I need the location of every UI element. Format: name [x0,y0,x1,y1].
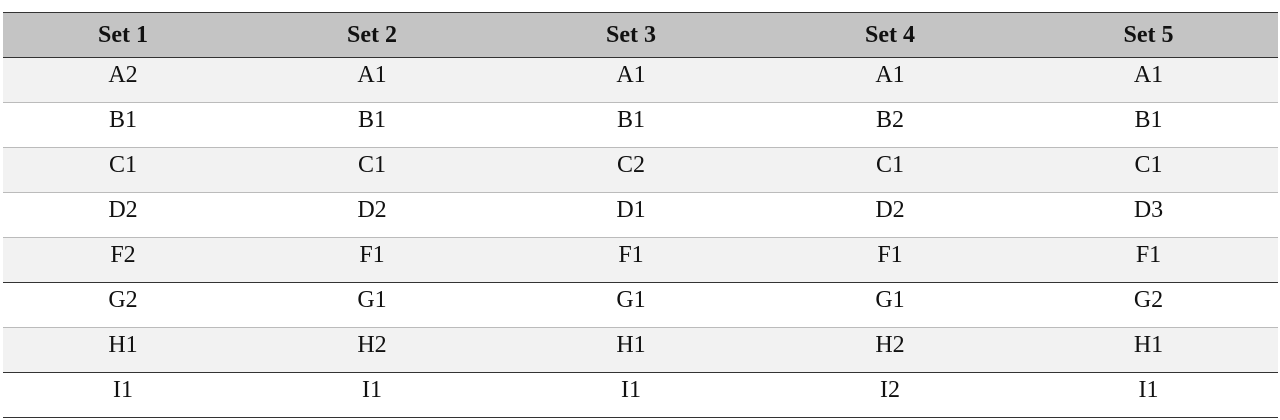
table-row: H1 H2 H1 H2 H1 [3,327,1278,373]
table-cell: C1 [761,147,1019,193]
header-cell: Set 4 [761,12,1019,58]
table-cell: F1 [501,237,761,283]
table-row: A2 A1 A1 A1 A1 [3,57,1278,103]
table-cell: H2 [243,327,501,373]
table-cell: B1 [501,102,761,148]
table-row: B1 B1 B1 B2 B1 [3,102,1278,148]
table-cell: D3 [1019,192,1278,238]
table-cell: G1 [761,282,1019,328]
table-row: G2 G1 G1 G1 G2 [3,282,1278,328]
table-cell: F2 [3,237,243,283]
table-cell: A1 [1019,57,1278,103]
data-table: Set 1 Set 2 Set 3 Set 4 Set 5 A2 A1 A1 A1 A1 B1 B1… [3,12,1278,418]
header-cell: Set 3 [501,12,761,58]
table-cell: D2 [243,192,501,238]
table-cell: C1 [3,147,243,193]
table-cell: H1 [501,327,761,373]
table-cell: H1 [1019,327,1278,373]
table-cell: G2 [3,282,243,328]
table-cell: C1 [1019,147,1278,193]
table-cell: B1 [3,102,243,148]
table-cell: C1 [243,147,501,193]
table-cell: F1 [761,237,1019,283]
table-cell: A2 [3,57,243,103]
table-cell: B1 [243,102,501,148]
table-cell: H2 [761,327,1019,373]
table-cell: B2 [761,102,1019,148]
table-cell: D2 [761,192,1019,238]
table-cell: H1 [3,327,243,373]
table-cell: A1 [501,57,761,103]
table-cell: I2 [761,372,1019,418]
table-cell: F1 [1019,237,1278,283]
table-cell: C2 [501,147,761,193]
table-cell: G2 [1019,282,1278,328]
table-cell: I1 [1019,372,1278,418]
header-cell: Set 1 [3,12,243,58]
table-cell: I1 [243,372,501,418]
table-cell: B1 [1019,102,1278,148]
table-cell: I1 [3,372,243,418]
table-cell: A1 [761,57,1019,103]
table-row: F2 F1 F1 F1 F1 [3,237,1278,283]
table-row: I1 I1 I1 I2 I1 [3,372,1278,418]
table-row: D2 D2 D1 D2 D3 [3,192,1278,238]
table-cell: F1 [243,237,501,283]
table-cell: A1 [243,57,501,103]
table-cell: I1 [501,372,761,418]
table-cell: G1 [501,282,761,328]
table-cell: D1 [501,192,761,238]
header-cell: Set 5 [1019,12,1278,58]
table-row: C1 C1 C2 C1 C1 [3,147,1278,193]
table-cell: G1 [243,282,501,328]
table-cell: D2 [3,192,243,238]
header-row: Set 1 Set 2 Set 3 Set 4 Set 5 [3,12,1278,58]
header-cell: Set 2 [243,12,501,58]
